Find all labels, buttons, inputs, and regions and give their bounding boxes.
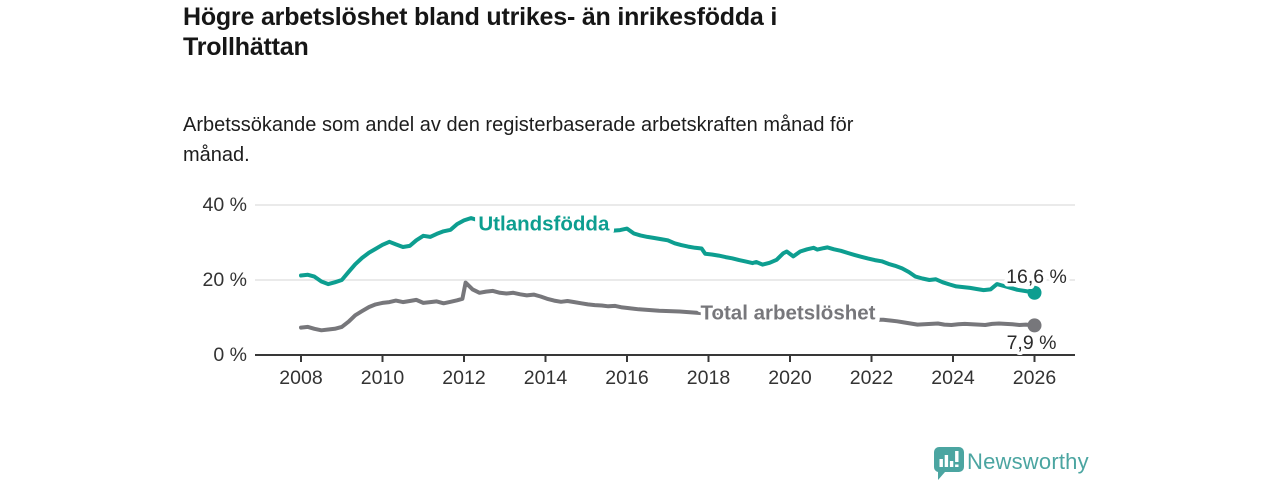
series-inline-label-utlandsf-dda: Utlandsfödda bbox=[478, 213, 610, 236]
series-end-value-utlandsf-dda: 16,6 % bbox=[1006, 266, 1067, 288]
x-tick-label: 2022 bbox=[850, 367, 893, 389]
labels-group: 0 % 20 % 40 % 2008 2010 2012 2014 2016 2018 2020 2… bbox=[203, 194, 1071, 389]
series-end-dot-utlandsf-dda bbox=[1027, 285, 1042, 300]
x-tick-label: 2010 bbox=[361, 367, 405, 389]
y-tick-label: 40 % bbox=[203, 194, 247, 216]
x-tick-label: 2026 bbox=[1013, 367, 1056, 389]
y-tick-label: 20 % bbox=[203, 269, 247, 291]
series-group bbox=[299, 216, 1042, 333]
x-tick-label: 2008 bbox=[279, 367, 322, 389]
x-tick-label: 2016 bbox=[605, 367, 648, 389]
x-tick-label: 2018 bbox=[687, 367, 730, 389]
y-tick-label: 0 % bbox=[213, 344, 247, 366]
x-tick-label: 2014 bbox=[524, 367, 568, 389]
x-tick-label: 2024 bbox=[931, 367, 975, 389]
x-axis-group bbox=[255, 354, 1075, 362]
series-end-dot-total-arbetsl-shet bbox=[1027, 318, 1042, 333]
logo-bars bbox=[939, 451, 959, 467]
x-tick-label: 2020 bbox=[768, 367, 812, 389]
gridlines-group bbox=[255, 204, 1075, 281]
x-tick-label: 2012 bbox=[442, 367, 485, 389]
page-title: Högre arbetslöshet bland utrikes- än inr… bbox=[183, 3, 778, 61]
logo-bubble-shape bbox=[934, 447, 964, 480]
series-end-value-total-arbetsl-shet: 7,9 % bbox=[1007, 332, 1057, 354]
newsworthy-logo-icon bbox=[934, 447, 964, 480]
series-line-utlandsf-dda bbox=[299, 216, 1037, 295]
series-line-total-arbetsl-shet bbox=[299, 280, 1037, 333]
brand-name: Newsworthy bbox=[967, 449, 1089, 474]
page-subtitle: Arbetssökande som andel av den registerb… bbox=[183, 114, 854, 166]
series-inline-label-total-arbetsl-shet: Total arbetslöshet bbox=[700, 302, 875, 325]
